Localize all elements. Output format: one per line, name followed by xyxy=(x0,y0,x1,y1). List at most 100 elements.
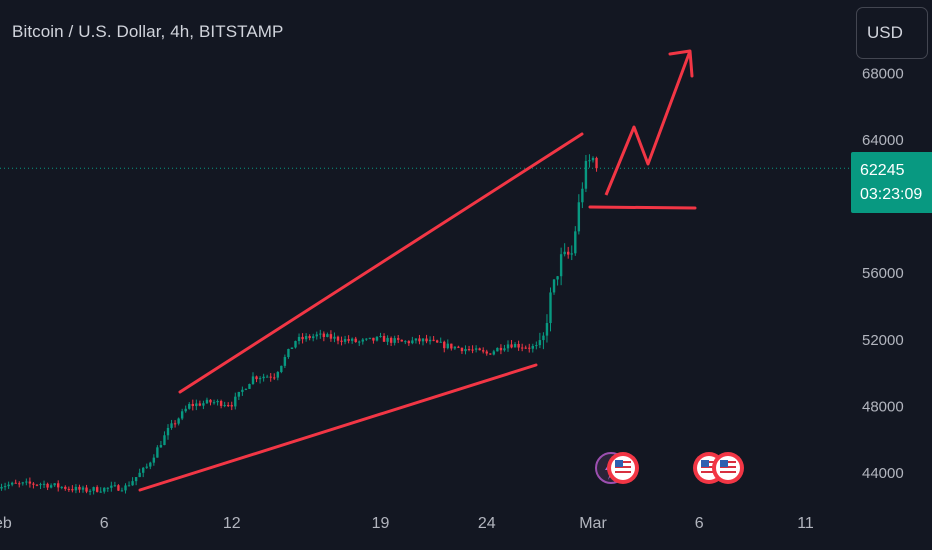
upper-trendline xyxy=(178,132,584,394)
candle-body xyxy=(0,487,3,489)
candle-body xyxy=(379,335,382,337)
candle-body xyxy=(333,336,336,339)
x-tick-label: Mar xyxy=(579,515,607,532)
y-tick-label: 52000 xyxy=(862,332,904,349)
lower-trendline xyxy=(138,363,538,492)
candle-body xyxy=(559,254,563,277)
x-tick-label: 6 xyxy=(695,515,704,532)
candle-body xyxy=(443,341,446,349)
candle-body xyxy=(350,338,354,341)
candle-body xyxy=(510,344,513,348)
candle-body xyxy=(421,338,425,342)
candle-body xyxy=(124,485,127,491)
candle-body xyxy=(312,336,315,339)
candle-body xyxy=(414,338,418,341)
candle-body xyxy=(439,341,442,343)
candle-body xyxy=(496,347,499,352)
candle-body xyxy=(308,336,311,339)
candle-body xyxy=(64,486,67,489)
candle-body xyxy=(570,253,573,255)
candle-body xyxy=(453,346,457,349)
candle-body xyxy=(418,338,421,342)
candle-body xyxy=(478,348,481,351)
candle-body xyxy=(138,472,141,478)
y-tick-label: 68000 xyxy=(862,65,904,82)
candle-body xyxy=(205,399,209,404)
candle-body xyxy=(365,338,368,340)
candle-body xyxy=(549,292,552,324)
support-line xyxy=(588,205,697,210)
x-tick-label: 24 xyxy=(478,515,496,532)
candle-body xyxy=(219,400,223,406)
candle-body xyxy=(191,403,194,407)
candle-body xyxy=(336,336,340,341)
y-tick-label: 44000 xyxy=(862,465,904,482)
candle-body xyxy=(131,481,134,486)
candle-body xyxy=(156,447,159,458)
candle-body xyxy=(244,388,248,390)
candle-body xyxy=(92,487,95,491)
candle-body xyxy=(517,344,520,348)
candle-body xyxy=(255,376,258,380)
candle-body xyxy=(18,483,21,485)
candle-body xyxy=(230,405,233,407)
candle-body xyxy=(492,351,496,355)
candle-body xyxy=(25,481,28,483)
candle-body xyxy=(32,483,35,485)
candle-body xyxy=(411,340,414,344)
economic-events[interactable] xyxy=(595,452,744,484)
candle-body xyxy=(343,339,347,342)
candle-body xyxy=(223,405,226,407)
candle-body xyxy=(177,418,180,424)
candle-body xyxy=(503,348,506,351)
candle-body xyxy=(49,485,53,488)
candle-body xyxy=(538,340,542,346)
y-tick-label: 56000 xyxy=(862,265,904,282)
candle-body xyxy=(280,365,283,372)
candle-body xyxy=(134,477,138,482)
candles xyxy=(0,154,598,496)
candle-body xyxy=(216,400,219,403)
candle-body xyxy=(482,350,485,352)
candle-body xyxy=(591,157,595,161)
last-price-tag: 62245 03:23:09 xyxy=(851,152,932,213)
candle-body xyxy=(42,483,46,485)
candle-body xyxy=(290,347,294,349)
candle-body xyxy=(329,334,333,339)
candle-body xyxy=(21,482,24,484)
candle-body xyxy=(315,334,318,337)
candle-body xyxy=(71,489,74,491)
candle-body xyxy=(584,160,588,189)
candle-body xyxy=(368,337,372,339)
candle-body xyxy=(113,485,117,487)
candle-body xyxy=(198,403,202,406)
candle-body xyxy=(485,351,488,354)
x-tick-label: 6 xyxy=(100,515,109,532)
symbol-title[interactable]: Bitcoin / U.S. Dollar, 4h, BITSTAMP xyxy=(12,22,284,41)
candle-body xyxy=(60,486,63,488)
y-axis: 68000 64000 56000 52000 48000 44000 xyxy=(862,65,904,482)
currency-button[interactable]: USD xyxy=(856,7,928,59)
candle-body xyxy=(209,399,212,403)
bar-countdown: 03:23:09 xyxy=(860,186,923,203)
candle-body xyxy=(173,423,177,425)
us-flag-icon[interactable] xyxy=(712,452,744,484)
candle-body xyxy=(545,323,549,336)
candle-body xyxy=(188,403,191,409)
candle-body xyxy=(581,188,584,203)
candle-body xyxy=(10,482,14,485)
us-flag-icon[interactable] xyxy=(607,452,639,484)
candle-body xyxy=(595,157,598,169)
candle-body xyxy=(446,343,449,349)
candle-body xyxy=(457,346,460,348)
trend-drawings[interactable] xyxy=(138,49,697,492)
candle-body xyxy=(152,457,156,463)
candle-body xyxy=(524,347,527,349)
candle-body xyxy=(195,403,198,407)
candle-body xyxy=(120,490,124,492)
candle-body xyxy=(57,483,60,488)
y-tick-label: 64000 xyxy=(862,132,904,149)
candle-body xyxy=(425,338,428,342)
candle-body xyxy=(577,202,581,232)
